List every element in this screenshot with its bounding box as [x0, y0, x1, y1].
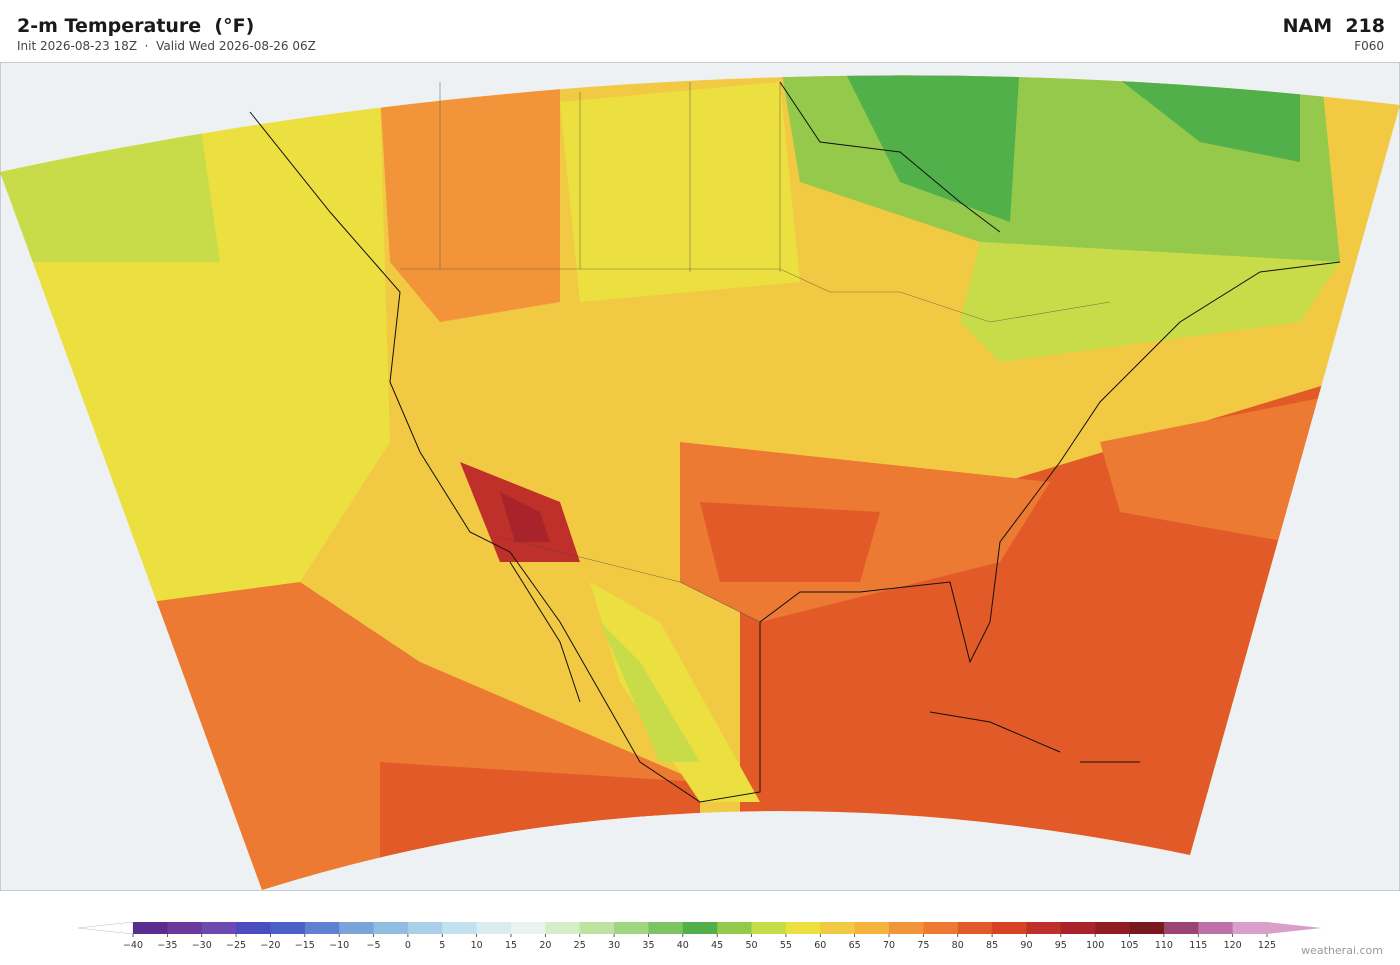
colorbar-tick-label: 70 [883, 940, 895, 951]
colorbar-segment [889, 922, 924, 934]
colorbar-tick-label: 105 [1120, 940, 1138, 951]
colorbar-tick-label: 50 [745, 940, 757, 951]
colorbar-segment [339, 922, 375, 934]
colorbar-tick-label: 5 [439, 940, 445, 951]
colorbar-over [1267, 922, 1322, 934]
colorbar-tick-label: 40 [677, 940, 689, 951]
colorbar-segment [579, 922, 615, 934]
colorbar: weatherai.com −40 −35 −30 −25 −20 −15 −10 −5 0 5 1… [77, 921, 1383, 957]
colorbar-tick-label: 110 [1155, 940, 1173, 951]
subtitle: Init 2026-08-23 18Z · Valid Wed 2026-08-… [17, 39, 316, 53]
colorbar-segment [270, 922, 306, 934]
colorbar-segment [201, 922, 237, 934]
colorbar-under [77, 921, 134, 935]
colorbar-segment [854, 922, 890, 934]
colorbar-segment [648, 922, 684, 934]
colorbar-tick-label: 75 [917, 940, 929, 951]
colorbar-segment [614, 922, 649, 934]
colorbar-segment [923, 922, 959, 934]
map [0, 62, 1400, 891]
colorbar-segment [1198, 922, 1234, 934]
colorbar-segment [511, 922, 546, 934]
colorbar-tick-label: −25 [226, 940, 246, 951]
colorbar-segment [1060, 922, 1096, 934]
colorbar-tick-label: −40 [123, 940, 143, 951]
forecast-hour: F060 [1354, 39, 1384, 53]
colorbar-segment [304, 922, 340, 934]
model: NAM 218 [1282, 15, 1385, 37]
borders [400, 82, 1111, 623]
coastlines [249, 81, 1341, 803]
colorbar-tick-label: 85 [986, 940, 998, 951]
colorbar-tick-label: −10 [329, 940, 349, 951]
colorbar-segment [1129, 922, 1165, 934]
colorbar-tick-label: 35 [642, 940, 654, 951]
colorbar-tick-label: 125 [1258, 940, 1276, 951]
colorbar-tick-label: 120 [1224, 940, 1242, 951]
colorbar-tick-label: 20 [539, 940, 551, 951]
colorbar-segment [751, 922, 787, 934]
colorbar-tick-label: 15 [505, 940, 517, 951]
colorbar-segment [717, 922, 753, 934]
colorbar-segment [407, 922, 443, 934]
colorbar-tick-label: −20 [260, 940, 280, 951]
colorbar-tick-label: 10 [471, 940, 483, 951]
colorbar-segment [236, 922, 271, 934]
colorbar-segment [1026, 922, 1062, 934]
colorbar-segment [1163, 922, 1199, 934]
colorbar-tick-label: 0 [405, 940, 411, 951]
colorbar-tick-label: −15 [295, 940, 315, 951]
colorbar-tick-label: 115 [1189, 940, 1207, 951]
colorbar-tick-label: 60 [814, 940, 826, 951]
colorbar-segment [1095, 922, 1131, 934]
watermark: weatherai.com [1301, 944, 1383, 957]
colorbar-segment [682, 922, 718, 934]
colorbar-tick-label: 95 [1055, 940, 1067, 951]
colorbar-segment [545, 922, 581, 934]
colorbar-segment [133, 922, 168, 934]
colorbar-tick-label: 45 [711, 940, 723, 951]
colorbar-tick-label: 30 [608, 940, 620, 951]
colorbar-tick-label: −35 [157, 940, 177, 951]
colorbar-segment [785, 922, 821, 934]
colorbar-segment [167, 922, 203, 934]
colorbar-tick-label: 90 [1020, 940, 1032, 951]
colorbar-segment [373, 922, 409, 934]
colorbar-segment [476, 922, 512, 934]
colorbar-tick-label: 80 [952, 940, 964, 951]
colorbar-segment [442, 922, 478, 934]
colorbar-tick-label: 100 [1086, 940, 1104, 951]
title: 2-m Temperature (°F) [17, 15, 255, 37]
colorbar-tick-label: 25 [574, 940, 586, 951]
colorbar-tick-label: −30 [192, 940, 212, 951]
colorbar-segment [992, 922, 1027, 934]
colorbar-tick-label: 65 [849, 940, 861, 951]
colorbar-segment [1232, 922, 1268, 934]
colorbar-segment [957, 922, 993, 934]
colorbar-tick-label: 55 [780, 940, 792, 951]
colorbar-tick-label: −5 [367, 940, 381, 951]
colorbar-segment [820, 922, 856, 934]
